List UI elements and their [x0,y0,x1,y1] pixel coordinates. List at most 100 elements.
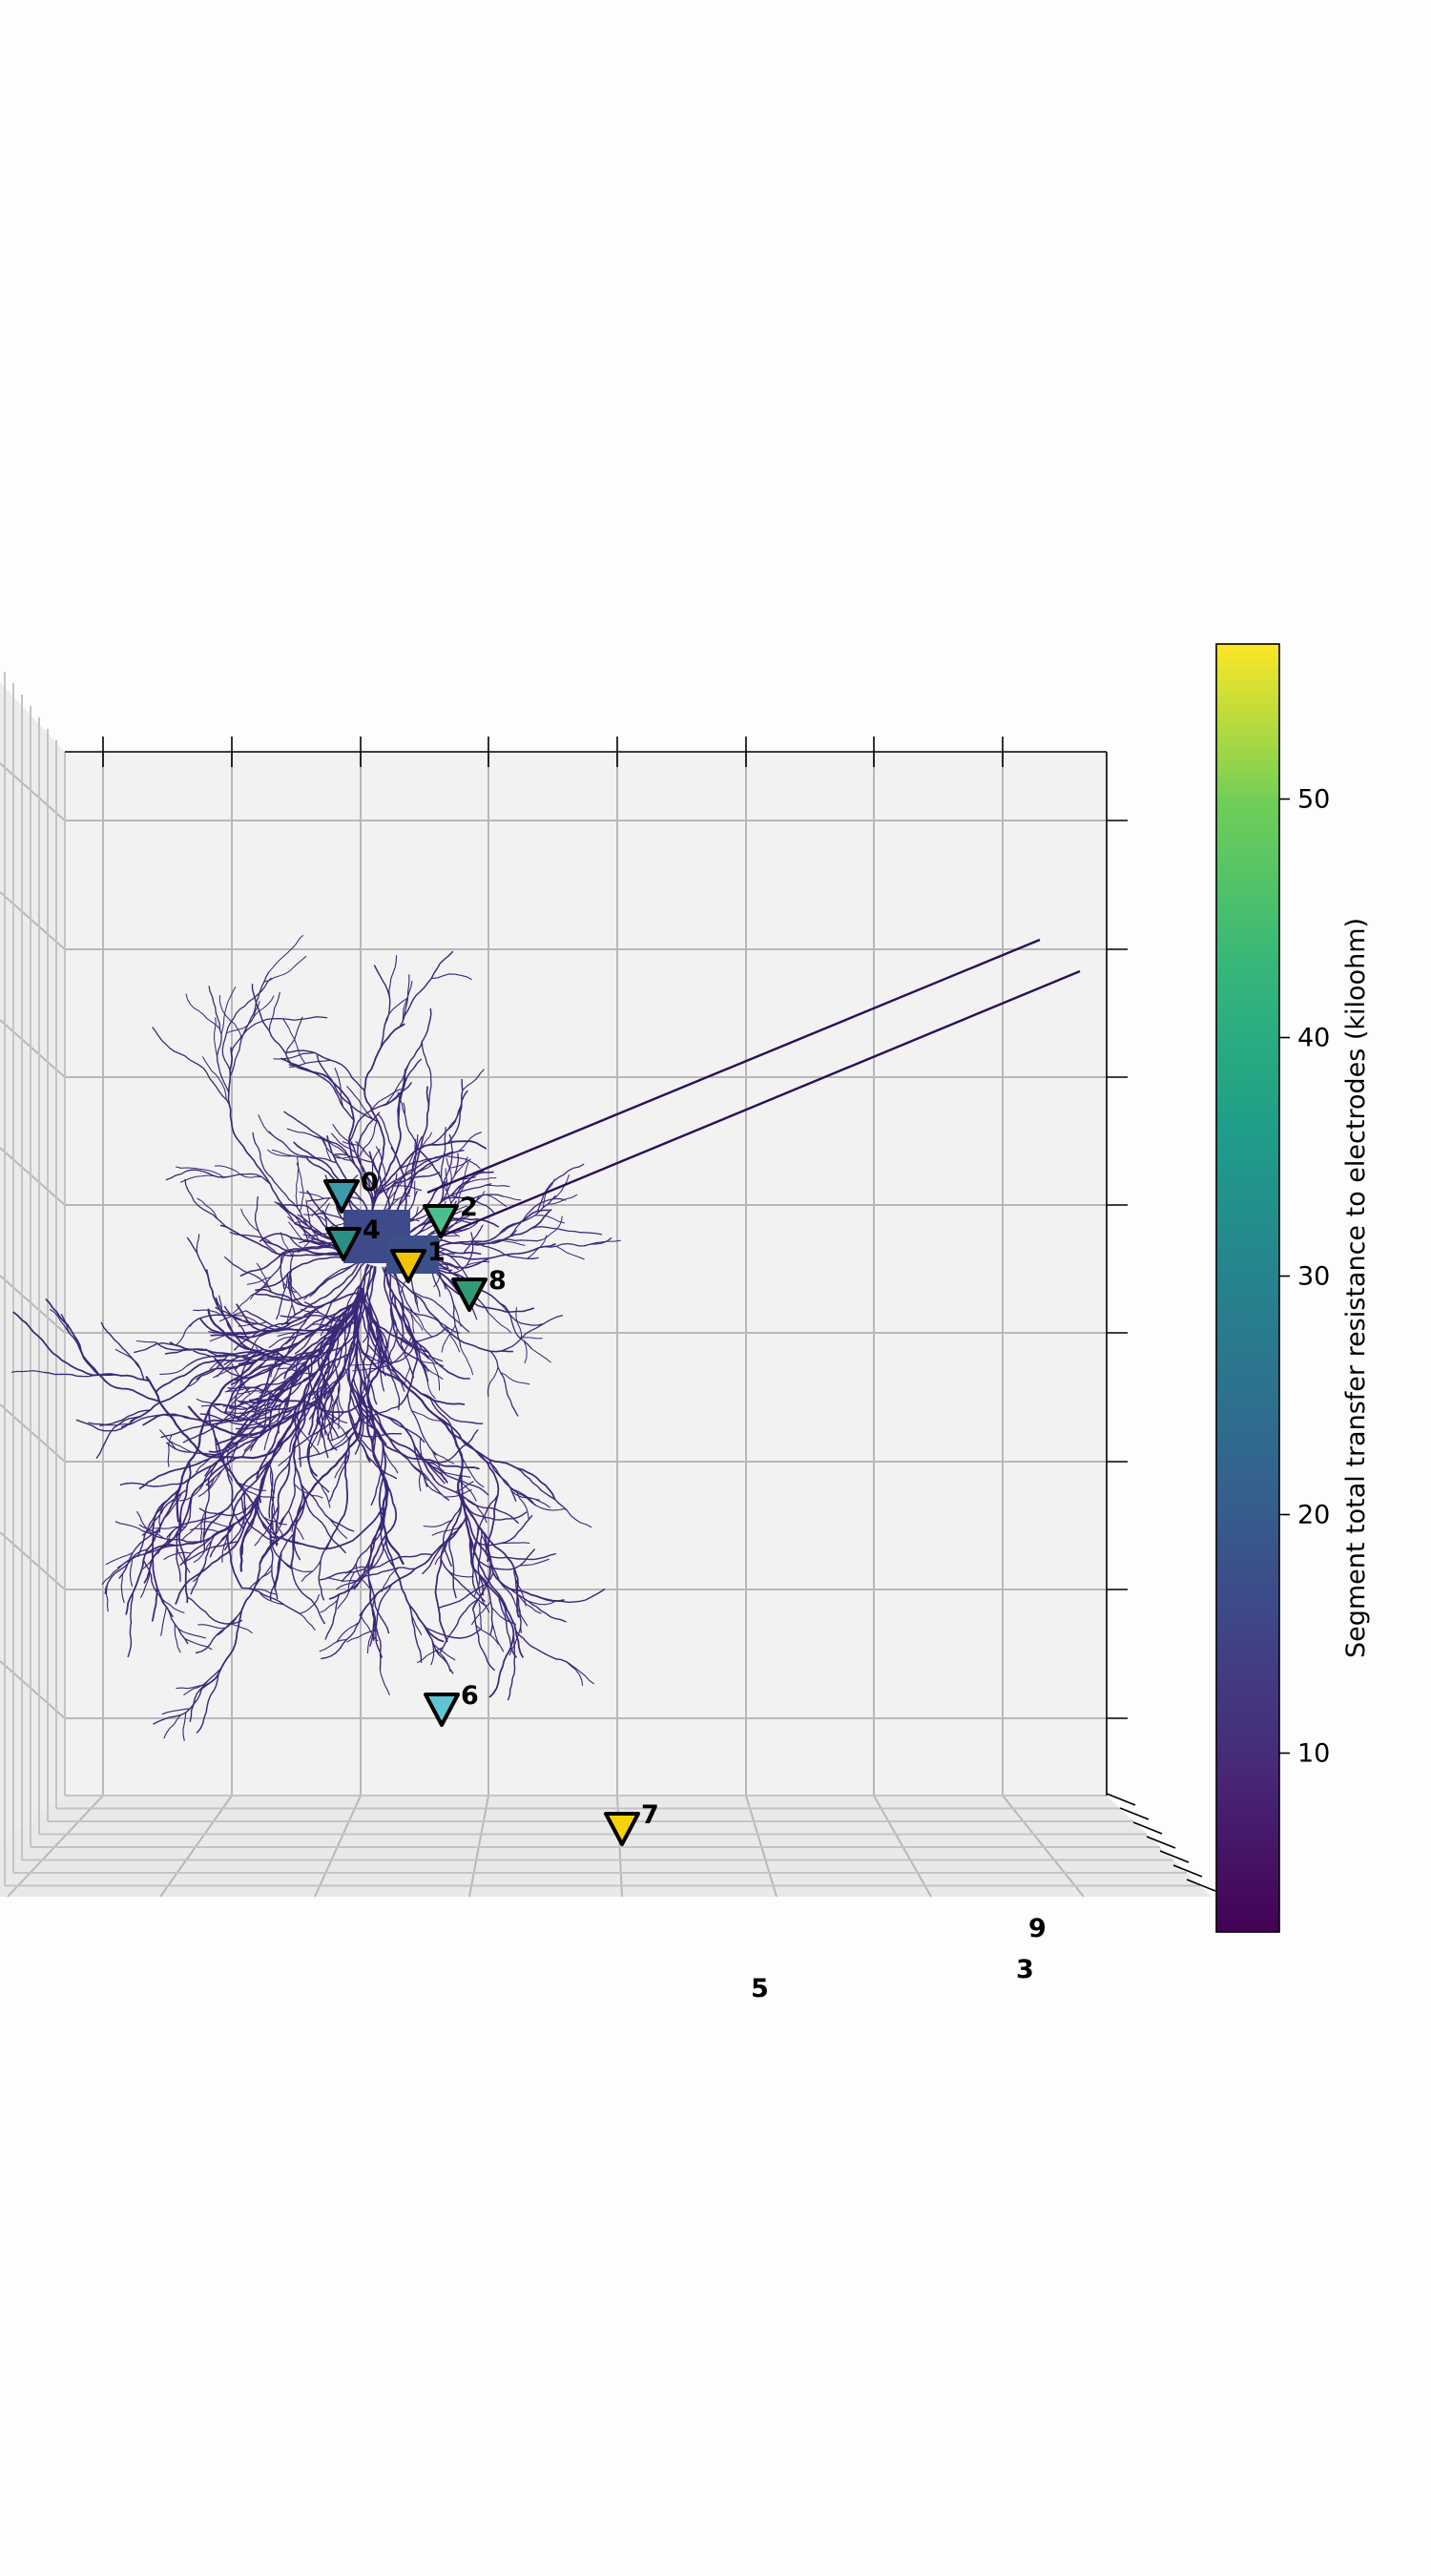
dendrite [275,1273,289,1320]
dendrite [175,1166,224,1178]
dendrite [413,1132,433,1159]
dendrite [279,1205,309,1241]
dendrite [204,1418,249,1477]
dendrite [263,955,307,983]
dendrite [174,1624,181,1653]
dendrite [507,1634,516,1701]
dendrite [358,1120,378,1158]
dendrite [288,1275,292,1297]
dendrite [274,1200,296,1225]
dendrite [236,1292,360,1333]
dendrite [467,1260,490,1266]
dendrite [501,1314,564,1352]
dendrite [231,1314,259,1325]
dendrite [442,1471,471,1478]
dendrite [169,1341,262,1356]
dendrite [153,1688,203,1725]
dendrite [477,1514,533,1547]
dendrite [200,1510,206,1544]
dendrite [288,1064,355,1121]
electrode-marker-4 [325,1227,362,1261]
dendrite [60,1313,99,1376]
dendrite [227,1047,344,1246]
dendrite [160,1607,167,1636]
dendrite [236,1389,265,1395]
dendrite [346,1086,374,1120]
dendrite [349,1394,379,1433]
dendrite [221,1534,228,1563]
dendrite [337,1406,398,1439]
dendrite [516,1467,569,1512]
dendrite [463,1224,484,1254]
dendrite [263,1516,287,1526]
back-pane [65,752,1107,1796]
dendrite [161,1708,191,1715]
dendrite [321,1409,348,1424]
dendrite [282,1561,314,1572]
dendrite [316,1329,337,1423]
dendrite [100,1321,145,1381]
dendrite [324,1202,330,1216]
dendrite [433,1644,456,1661]
dendrite [570,1664,595,1685]
dendrite [221,977,272,1070]
dendrite [363,1302,383,1372]
dendrite [440,1127,446,1179]
dendrite [403,1102,422,1152]
colorbar: 10 20 30 40 50 Segment total transfer resist… [1215,643,1371,1933]
dendrite [196,1234,200,1254]
dendrite [271,1515,286,1546]
dendrite [425,1481,443,1495]
electrode-label-1: 1 [427,1237,446,1267]
colorbar-tick-label: 40 [1297,1024,1330,1053]
dendrite [381,1343,386,1377]
dendrite [220,986,237,1035]
dendrite [548,1194,578,1205]
dendrite [399,1301,461,1334]
electrode-marker-2 [423,1204,459,1238]
dendrite [241,1587,301,1614]
dendrite [248,1569,273,1589]
grid-line-side [0,891,66,950]
dendrite [176,1684,205,1690]
dendrite [464,1511,565,1602]
dendrite [105,1551,134,1566]
dendrite [534,1215,566,1224]
dendrite [328,1422,334,1442]
dendrite [214,1165,262,1178]
dendrite [88,1409,151,1426]
dendrite [476,1571,494,1635]
dendrite [485,1540,515,1600]
dendrite [259,1352,309,1394]
dendrite [211,1403,273,1421]
dendrite [12,1311,150,1382]
dendrite [307,1213,321,1242]
dendrite [402,981,413,1022]
dendrite [472,1240,539,1259]
dendrite [509,1197,567,1237]
dendrite [139,1569,151,1598]
dendrite [306,1238,338,1244]
dendrite [156,1494,194,1554]
dendrite [136,1510,154,1536]
dendrite [446,1079,464,1144]
dendrite [337,1590,350,1610]
dendrite [412,1441,428,1487]
dendrite [186,1236,209,1276]
dendrite [399,950,454,1028]
z-tick [1159,1850,1190,1863]
dendrite [355,1287,389,1517]
dendrite [217,1355,238,1378]
dendrite [287,1269,296,1317]
dendrite [259,1287,364,1565]
dendrite [486,1194,508,1208]
dendrite [278,1445,297,1467]
electrode-marker-8 [451,1278,487,1312]
dendrite [379,1670,390,1696]
z-tick [1172,1864,1203,1878]
dendrite [382,1266,419,1408]
colorbar-gradient [1215,643,1280,1933]
dendrite [321,1349,326,1369]
dendrite [352,1378,375,1422]
